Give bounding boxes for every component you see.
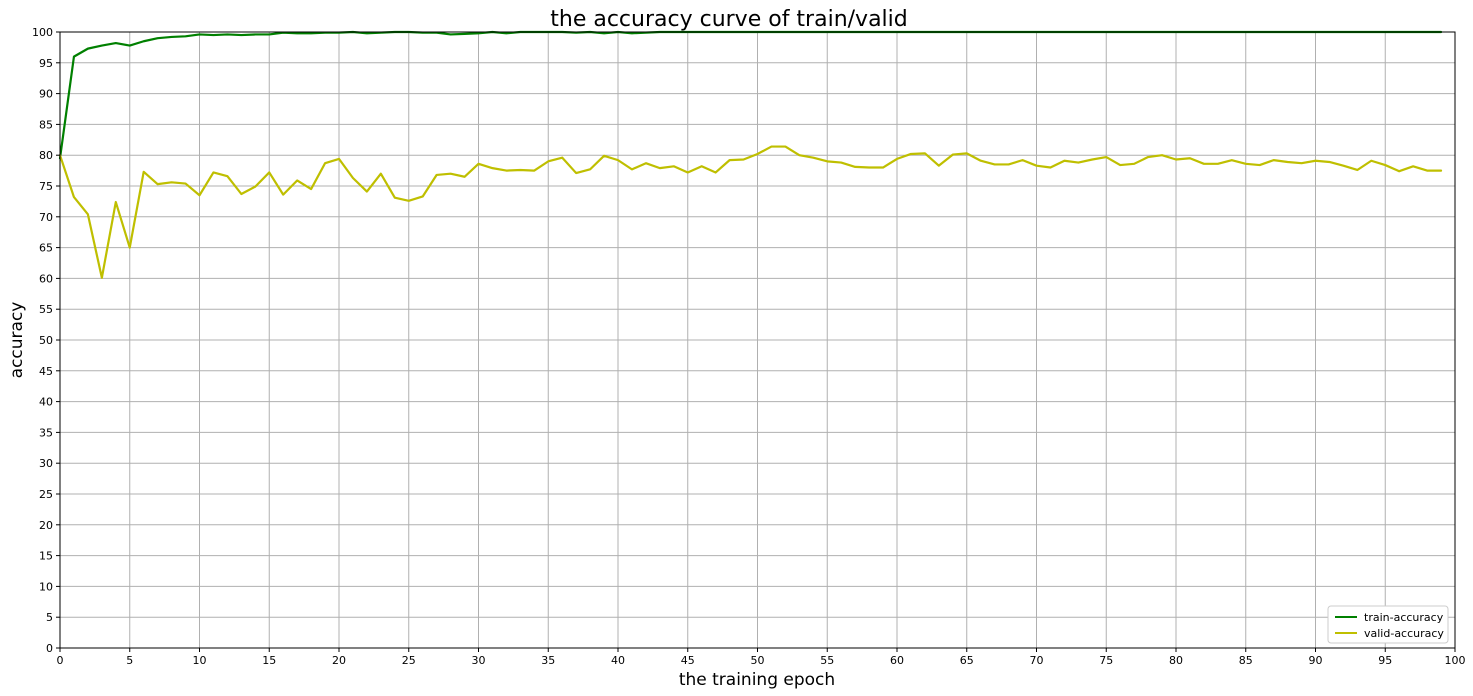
- x-tick-label: 60: [890, 654, 904, 667]
- x-tick-label: 45: [681, 654, 695, 667]
- x-tick-label: 100: [1445, 654, 1466, 667]
- y-tick-label: 0: [46, 642, 53, 655]
- y-tick-label: 35: [39, 426, 53, 439]
- y-tick-label: 90: [39, 88, 53, 101]
- y-tick-label: 15: [39, 550, 53, 563]
- x-tick-label: 70: [1030, 654, 1044, 667]
- legend-box: [1327, 605, 1449, 644]
- y-tick-label: 100: [32, 26, 53, 39]
- x-tick-label: 40: [611, 654, 625, 667]
- y-tick-label: 55: [39, 303, 53, 316]
- x-axis-ticks: 0 5 10 15 20 25 30 35 40 45 50 55 60 65 70 75 80 85 90 95 10…: [57, 648, 1466, 667]
- x-tick-label: 20: [332, 654, 346, 667]
- x-tick-label: 65: [960, 654, 974, 667]
- x-tick-label: 15: [262, 654, 276, 667]
- y-tick-label: 50: [39, 334, 53, 347]
- legend: train-accuracy valid-accuracy: [1327, 605, 1449, 644]
- y-tick-label: 85: [39, 118, 53, 131]
- x-tick-label: 85: [1239, 654, 1253, 667]
- y-tick-label: 95: [39, 57, 53, 70]
- y-tick-label: 45: [39, 365, 53, 378]
- x-tick-label: 10: [193, 654, 207, 667]
- y-tick-label: 60: [39, 272, 53, 285]
- y-axis-label: accuracy: [7, 302, 27, 379]
- y-tick-label: 5: [46, 611, 53, 624]
- x-tick-label: 80: [1169, 654, 1183, 667]
- y-tick-label: 10: [39, 580, 53, 593]
- x-axis-label: the training epoch: [679, 670, 835, 690]
- legend-label-train-accuracy: train-accuracy: [1364, 611, 1444, 624]
- x-tick-label: 95: [1378, 654, 1392, 667]
- x-tick-label: 0: [57, 654, 64, 667]
- chart-title: the accuracy curve of train/valid: [550, 7, 908, 32]
- x-tick-label: 50: [751, 654, 765, 667]
- y-axis-ticks: 0 5 10 15 20 25 30 35 40 45 50 55 60 65 70 75 80 85 90 95 10…: [32, 26, 60, 655]
- y-tick-label: 20: [39, 519, 53, 532]
- grid: [59, 31, 1456, 649]
- y-tick-label: 75: [39, 180, 53, 193]
- x-tick-label: 5: [126, 654, 133, 667]
- x-tick-label: 55: [820, 654, 834, 667]
- x-tick-label: 75: [1099, 654, 1113, 667]
- series-line-train-accuracy: [58, 30, 1443, 160]
- y-tick-label: 65: [39, 242, 53, 255]
- legend-label-valid-accuracy: valid-accuracy: [1364, 627, 1444, 640]
- x-tick-label: 30: [472, 654, 486, 667]
- y-tick-label: 25: [39, 488, 53, 501]
- y-tick-label: 40: [39, 396, 53, 409]
- y-tick-label: 30: [39, 457, 53, 470]
- x-tick-label: 25: [402, 654, 416, 667]
- x-tick-label: 90: [1309, 654, 1323, 667]
- y-tick-label: 70: [39, 211, 53, 224]
- series-line-valid-accuracy: [58, 145, 1443, 279]
- y-tick-label: 80: [39, 149, 53, 162]
- x-tick-label: 35: [541, 654, 555, 667]
